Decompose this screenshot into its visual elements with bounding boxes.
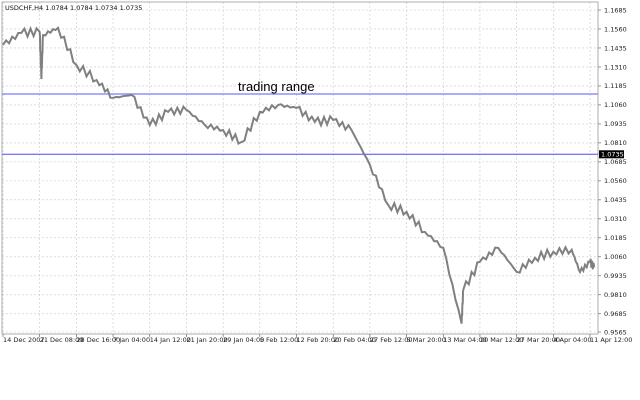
- y-tick-label: 1.0935: [604, 120, 627, 128]
- y-tick-label: 0.9685: [604, 310, 627, 318]
- horizontal-lines[interactable]: [2, 93, 598, 155]
- y-tick-label: 1.1685: [604, 6, 627, 14]
- price-axis: 1.1685 1.1560 1.1435 1.1310 1.1185 1.1060 1.09…: [598, 6, 627, 336]
- y-tick-label: 1.0185: [604, 234, 627, 242]
- y-tick-label: 1.0310: [604, 215, 627, 223]
- y-tick-label: 1.1560: [604, 25, 627, 33]
- x-tick-label: 12 Feb 20:00: [297, 336, 340, 344]
- x-tick-label: 14 Dec 2007: [3, 336, 45, 344]
- current-price-label: 1.0735: [601, 151, 624, 159]
- x-tick-label: 20 Mar 12:00: [480, 336, 523, 344]
- trading-range-label[interactable]: trading range: [238, 79, 315, 94]
- x-tick-label: 21 Jan 20:00: [186, 336, 227, 344]
- x-tick-label: 4 Apr 04:00: [553, 336, 591, 344]
- y-tick-label: 1.0810: [604, 139, 627, 147]
- grid: [2, 2, 598, 334]
- y-tick-label: 1.0435: [604, 196, 627, 204]
- y-tick-label: 1.0060: [604, 253, 627, 261]
- x-tick-label: 11 Apr 12:00: [590, 336, 632, 344]
- y-tick-label: 1.1310: [604, 63, 627, 71]
- x-tick-label: 28 Dec 16:00: [76, 336, 120, 344]
- x-tick-label: 5 Feb 12:00: [260, 336, 299, 344]
- x-tick-label: 27 Feb 12:00: [370, 336, 413, 344]
- x-tick-label: 21 Dec 08:00: [40, 336, 84, 344]
- current-price-box: [599, 150, 624, 159]
- y-tick-label: 1.0560: [604, 177, 627, 185]
- chart-frame: [1, 1, 599, 335]
- x-tick-label: 14 Jan 12:00: [150, 336, 191, 344]
- y-tick-label: 1.1185: [604, 82, 627, 90]
- y-tick-label: 0.9810: [604, 291, 627, 299]
- x-tick-label: 29 Jan 04:00: [223, 336, 264, 344]
- y-tick-label: 0.9565: [604, 328, 627, 336]
- x-tick-label: 20 Feb 04:00: [333, 336, 376, 344]
- y-tick-label: 0.9935: [604, 272, 627, 280]
- y-tick-label: 1.1435: [604, 44, 627, 52]
- x-tick-label: 27 Mar 20:00: [517, 336, 560, 344]
- y-tick-label: 1.1060: [604, 101, 627, 109]
- x-tick-label: 5 Mar 20:00: [407, 336, 446, 344]
- x-tick-label: 7 Jan 04:00: [113, 336, 150, 344]
- symbol-info: USDCHF,H4 1.0784 1.0784 1.0734 1.0735: [5, 4, 142, 12]
- x-tick-label: 13 Mar 04:00: [443, 336, 486, 344]
- price-series-line: [2, 25, 596, 324]
- y-tick-label: 1.0685: [604, 158, 627, 166]
